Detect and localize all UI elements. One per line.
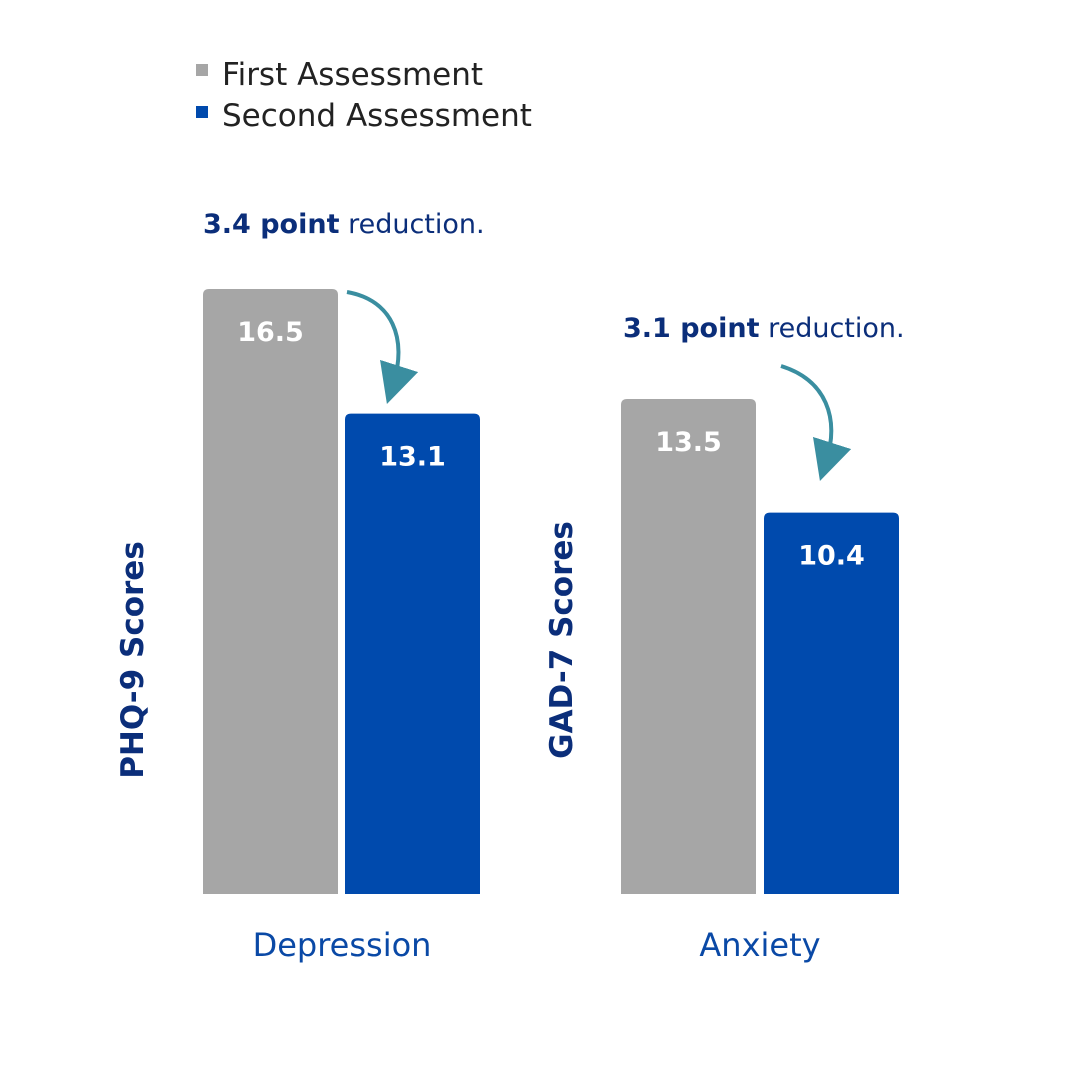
legend-label-first: First Assessment [222, 57, 483, 93]
legend-label-second: Second Assessment [222, 98, 532, 134]
legend-swatch-second [196, 106, 208, 118]
legend-item-second-assessment: Second Assessment [196, 98, 532, 134]
bar-anxiety-first [621, 399, 756, 894]
category-labels: Depression Anxiety [253, 926, 821, 964]
annotation-rest-depression: reduction. [340, 209, 485, 240]
value-label-depression-second: 13.1 [379, 442, 446, 473]
reduction-annotation-anxiety: 3.1 point reduction. [623, 313, 905, 344]
bar-depression-first [203, 289, 338, 894]
annotation-rest-anxiety: reduction. [760, 313, 905, 344]
legend-item-first-assessment: First Assessment [196, 57, 483, 93]
bar-anxiety-second [764, 512, 899, 894]
bar-depression-second [345, 413, 480, 894]
category-label-depression: Depression [253, 926, 432, 964]
ylabel-depression: PHQ-9 Scores [115, 541, 151, 779]
annotation-strong-depression: 3.4 point [203, 209, 340, 240]
legend: First Assessment Second Assessment [196, 57, 532, 134]
value-label-anxiety-second: 10.4 [798, 541, 865, 572]
value-label-anxiety-first: 13.5 [655, 427, 722, 458]
category-label-anxiety: Anxiety [699, 926, 820, 964]
legend-swatch-first [196, 64, 208, 76]
ylabel-anxiety: GAD-7 Scores [544, 521, 580, 759]
reduction-arrow-depression [346, 290, 419, 405]
bars-layer: 16.5 13.1 13.5 10.4 [203, 289, 899, 894]
reduction-annotation-depression: 3.4 point reduction. [203, 209, 485, 240]
value-label-depression-first: 16.5 [237, 317, 304, 348]
annotation-strong-anxiety: 3.1 point [623, 313, 760, 344]
reduction-arrow-anxiety [780, 364, 852, 482]
